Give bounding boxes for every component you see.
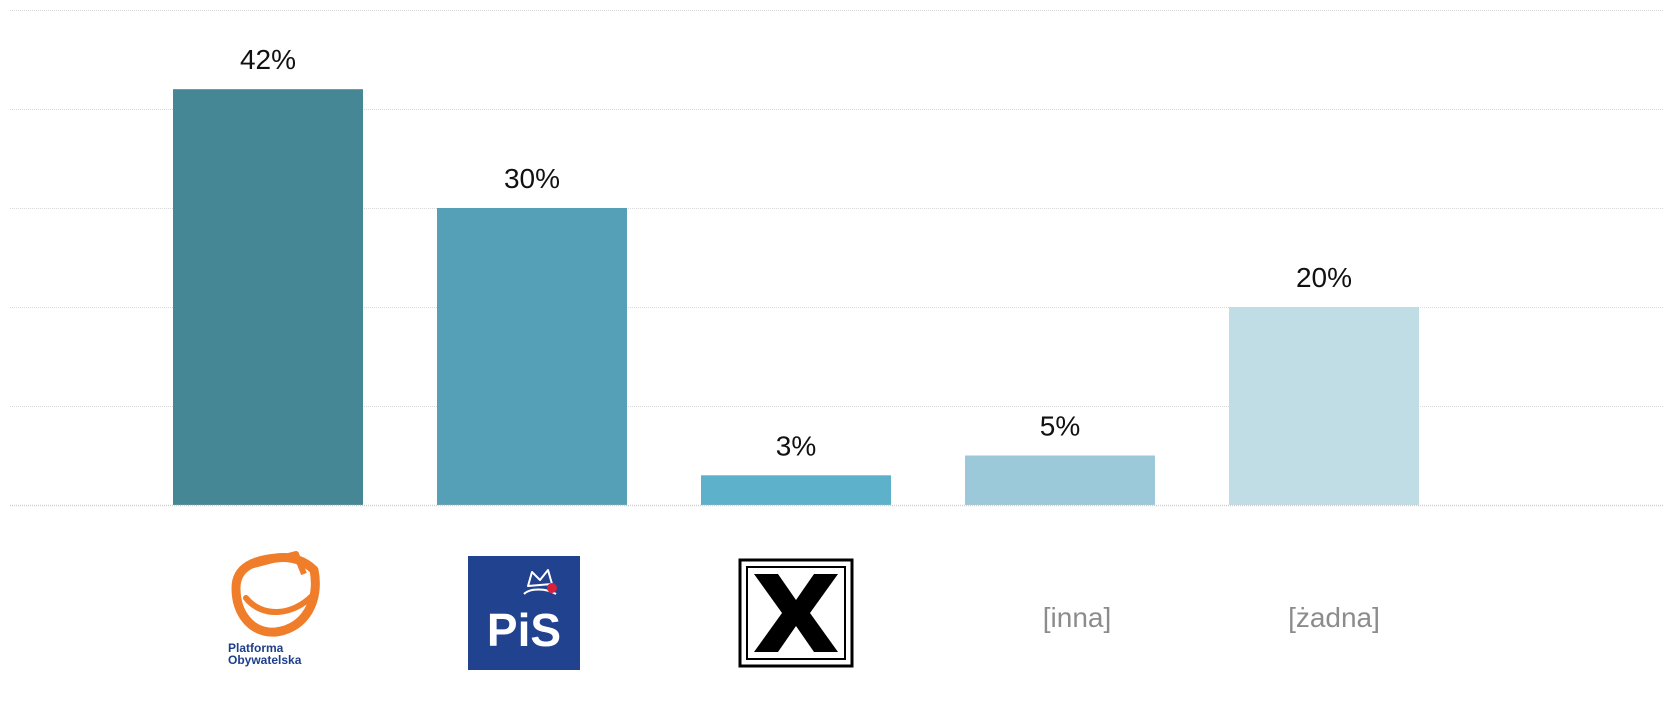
category-axis: Platforma Obywatelska PiS [inna] [żadna] — [228, 551, 1380, 670]
pis-logo-background — [468, 556, 580, 670]
platforma-obywatelska-logo: Platforma Obywatelska — [228, 551, 320, 667]
grid-lines — [10, 10, 1663, 407]
data-label-po: 42% — [240, 44, 296, 75]
po-logo-line-2: Obywatelska — [228, 653, 302, 667]
bar-pis — [437, 208, 627, 505]
data-labels: 42% 30% 3% 5% 20% — [240, 44, 1352, 461]
category-label-zadna: [żadna] — [1288, 602, 1380, 633]
x-icon — [754, 574, 838, 652]
bar-x — [701, 475, 891, 505]
x-logo — [738, 558, 854, 668]
data-label-zadna: 20% — [1296, 262, 1352, 293]
data-label-pis: 30% — [504, 163, 560, 194]
category-label-inna: [inna] — [1043, 602, 1112, 633]
bar-zadna — [1229, 307, 1419, 505]
bar-inna — [965, 455, 1155, 505]
data-label-inna: 5% — [1040, 411, 1080, 442]
pis-logo-text: PiS — [487, 604, 561, 656]
data-label-x: 3% — [776, 430, 816, 461]
bars — [173, 89, 1419, 505]
platforma-obywatelska-icon — [231, 551, 320, 637]
po-logo-line-1: Platforma — [228, 641, 284, 655]
bar-po — [173, 89, 363, 505]
crown-icon — [523, 569, 557, 595]
pis-logo: PiS — [468, 556, 580, 670]
